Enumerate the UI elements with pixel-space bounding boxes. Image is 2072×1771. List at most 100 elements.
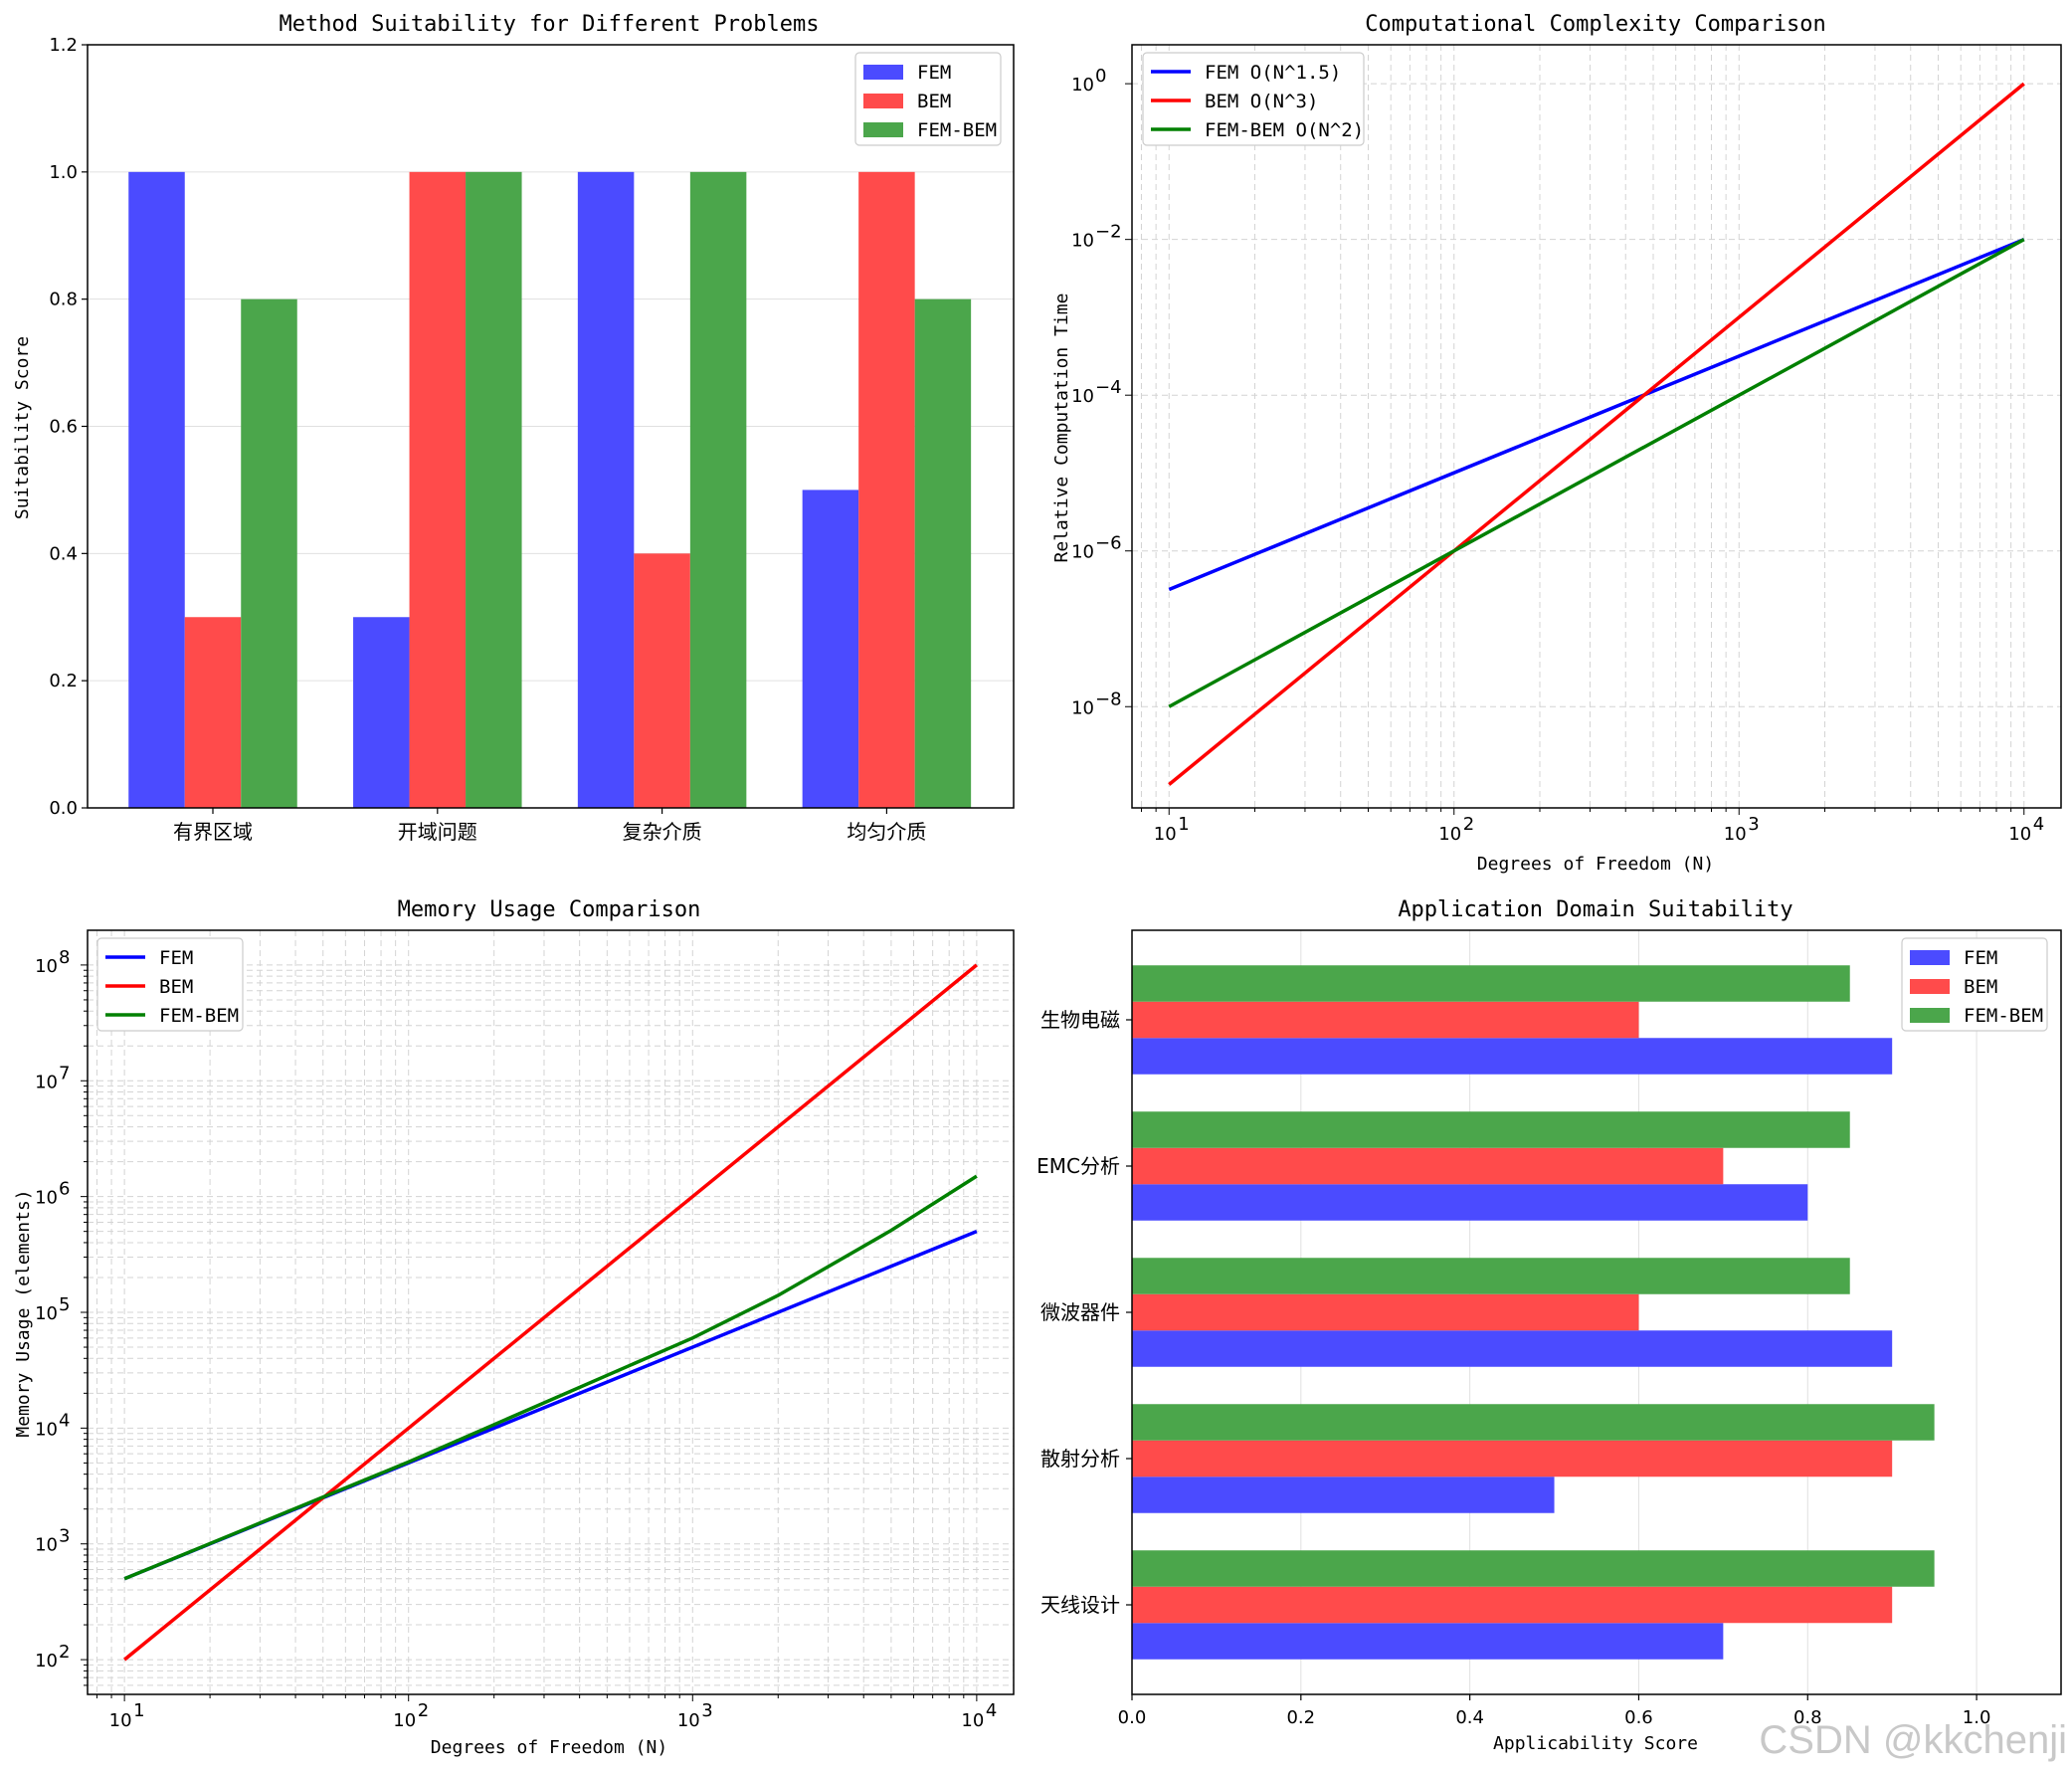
- y-tick-base: 10: [35, 1651, 58, 1672]
- hbar-bem-3: [1132, 1147, 1724, 1185]
- legend-label: BEM: [1964, 976, 1997, 998]
- y-tick-label: 0.4: [49, 543, 78, 564]
- line-bem: [123, 963, 978, 1662]
- panel3-plot: 10 210 310 410 510 610 710 810 1 10 2 10 3 10 4FEMBEMF…: [35, 929, 1015, 1731]
- category-label: 开域问题: [398, 820, 477, 844]
- panel2-title: Computational Complexity Comparison: [1365, 12, 1826, 37]
- bar-fem-1: [353, 617, 410, 808]
- x-tick-label: 0.8: [1793, 1707, 1822, 1728]
- hbar-fem-bem-0: [1132, 1550, 1935, 1587]
- legend-label: FEM-BEM: [159, 1005, 239, 1027]
- y-tick-base: 10: [1071, 697, 1094, 718]
- panel4-plot: 0.0 0.2 0.4 0.6 0.8 1.0 天线设计 散射分析 微波器件 EMC分析 生物电磁 F…: [1036, 929, 2062, 1728]
- bar-bem-3: [858, 171, 915, 809]
- x-tick-exponent: 3: [1748, 814, 1759, 835]
- y-tick-exponent: 0: [1095, 66, 1106, 87]
- legend-label: FEM-BEM O(N^2): [1205, 119, 1364, 141]
- y-tick-exponent: −4: [1095, 377, 1122, 398]
- panel3-ylabel: Memory Usage (elements): [13, 1189, 34, 1437]
- hbar-bem-4: [1132, 1001, 1639, 1039]
- bar-bem-0: [184, 617, 242, 808]
- hbar-fem-0: [1132, 1623, 1724, 1660]
- bar-fem-bem-0: [241, 298, 297, 808]
- y-tick-exponent: 4: [59, 1410, 70, 1431]
- x-tick-exponent: 3: [701, 1700, 712, 1721]
- legend-label: FEM-BEM: [1964, 1005, 2043, 1027]
- panel3-title: Memory Usage Comparison: [398, 897, 701, 922]
- y-tick-base: 10: [35, 956, 58, 977]
- y-tick-base: 10: [1071, 231, 1094, 252]
- legend-box: [1142, 52, 1365, 146]
- hbar-fem-2: [1132, 1330, 1893, 1367]
- plot-frame: [1131, 44, 2062, 809]
- x-tick-label: 0.4: [1455, 1707, 1484, 1728]
- bar-fem-3: [802, 490, 859, 808]
- watermark: CSDN @kkchenji: [1759, 1718, 2067, 1762]
- hbar-bem-1: [1132, 1440, 1893, 1477]
- panel1-title: Method Suitability for Different Problem…: [279, 12, 819, 37]
- hbar-fem-bem-2: [1132, 1258, 1850, 1294]
- x-tick-base: 10: [1154, 824, 1177, 845]
- legend-label: FEM-BEM: [917, 119, 997, 141]
- y-tick-label: 0.2: [49, 671, 78, 691]
- category-label: 复杂介质: [623, 820, 702, 844]
- y-tick-base: 10: [35, 1419, 58, 1440]
- legend-label: BEM: [917, 91, 951, 112]
- panel2-xlabel: Degrees of Freedom (N): [1477, 854, 1714, 875]
- x-tick-base: 10: [393, 1710, 416, 1731]
- category-label: 生物电磁: [1040, 1008, 1120, 1032]
- legend-label: FEM: [917, 62, 951, 84]
- panel1-plot: 0.0 0.2 0.4 0.6 0.8 1.0 1.2 有界区域 开域问题 复杂介质 均匀介质 FEM…: [49, 35, 1015, 844]
- bar-bem-1: [409, 171, 467, 809]
- hbar-bem-0: [1132, 1586, 1893, 1624]
- category-label: 散射分析: [1040, 1447, 1120, 1471]
- category-label: 均匀介质: [847, 820, 926, 844]
- x-tick-label: 1.0: [1963, 1707, 1991, 1728]
- bar-bem-2: [634, 553, 690, 808]
- y-tick-exponent: 5: [59, 1294, 70, 1315]
- plot-frame: [87, 44, 1015, 809]
- legend-label: BEM O(N^3): [1205, 91, 1318, 112]
- legend-swatch: [863, 65, 903, 80]
- line-bem: [1168, 82, 2025, 786]
- x-tick-exponent: 1: [1178, 814, 1189, 835]
- panel4-title: Application Domain Suitability: [1398, 897, 1792, 922]
- hbar-fem-bem-4: [1132, 965, 1850, 1002]
- category-label: 微波器件: [1040, 1300, 1120, 1324]
- hbar-fem-bem-1: [1132, 1404, 1935, 1441]
- y-tick-label: 0.0: [49, 798, 78, 819]
- y-tick-base: 10: [1071, 386, 1094, 407]
- x-tick-label: 0.0: [1118, 1707, 1147, 1728]
- hbar-fem-bem-3: [1132, 1111, 1850, 1148]
- legend-label: FEM O(N^1.5): [1205, 62, 1341, 84]
- x-tick-base: 10: [1438, 824, 1461, 845]
- x-tick-exponent: 2: [418, 1700, 429, 1721]
- y-tick-exponent: −8: [1095, 689, 1122, 709]
- legend-swatch: [1910, 979, 1950, 994]
- hbar-fem-1: [1132, 1476, 1555, 1513]
- y-tick-exponent: 7: [59, 1063, 70, 1083]
- hbar-bem-2: [1132, 1293, 1639, 1331]
- y-tick-base: 10: [35, 1303, 58, 1324]
- category-label: EMC分析: [1036, 1154, 1120, 1178]
- legend-box: [96, 937, 244, 1032]
- hbar-fem-3: [1132, 1184, 1808, 1221]
- hbar-fem-4: [1132, 1038, 1893, 1075]
- panel3-xlabel: Degrees of Freedom (N): [431, 1737, 667, 1758]
- x-tick-base: 10: [961, 1710, 984, 1731]
- y-tick-base: 10: [35, 1072, 58, 1092]
- x-tick-exponent: 2: [1463, 814, 1474, 835]
- plot-frame: [87, 929, 1015, 1695]
- legend-swatch: [1910, 1008, 1950, 1023]
- bar-fem-bem-1: [466, 171, 522, 809]
- y-tick-exponent: 6: [59, 1179, 70, 1200]
- category-label: 天线设计: [1040, 1593, 1120, 1617]
- y-tick-exponent: 3: [59, 1526, 70, 1547]
- legend-swatch: [1910, 950, 1950, 965]
- bar-fem-2: [577, 171, 635, 809]
- legend-label: FEM: [159, 947, 193, 969]
- y-tick-label: 0.8: [49, 290, 78, 310]
- legend-label: BEM: [159, 976, 193, 998]
